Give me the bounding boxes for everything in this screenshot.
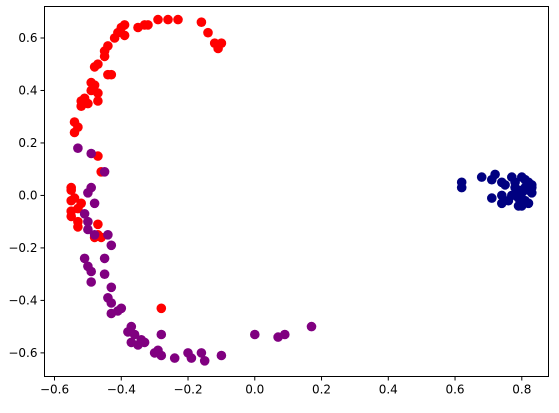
data-point: [66, 195, 76, 206]
data-point: [186, 353, 197, 363]
x-tick-label: 0.2: [312, 383, 331, 397]
data-point: [73, 222, 83, 232]
data-point: [83, 216, 93, 227]
data-point: [86, 148, 96, 159]
y-tick-label: −0.4: [8, 293, 37, 307]
data-point: [89, 230, 100, 240]
series-2: [456, 169, 537, 211]
x-axis: −0.6 −0.4 −0.2 0.0 0.2 0.4 0.6 0.8: [40, 376, 531, 397]
data-point: [106, 298, 117, 308]
y-tick-label: 0.2: [18, 136, 37, 150]
data-point: [456, 182, 467, 193]
data-point: [497, 198, 507, 209]
y-tick-label: 0.6: [18, 31, 37, 45]
y-axis: −0.6 −0.4 −0.2 0.0 0.2 0.4 0.6: [8, 31, 45, 360]
y-tick-label: −0.6: [8, 346, 37, 360]
x-tick-label: −0.6: [40, 383, 69, 397]
data-point: [86, 277, 96, 287]
y-tick-label: 0.0: [18, 188, 37, 202]
data-point: [99, 269, 110, 280]
data-point: [103, 230, 113, 240]
data-point: [250, 329, 260, 340]
y-tick-label: 0.4: [18, 83, 37, 97]
data-point: [93, 88, 103, 98]
data-point: [79, 209, 90, 219]
data-point: [156, 329, 167, 340]
data-point: [106, 69, 117, 80]
data-point: [83, 188, 93, 198]
data-point: [163, 14, 173, 25]
data-point: [69, 127, 80, 138]
data-point: [106, 308, 117, 319]
x-tick-label: 0.6: [445, 383, 464, 397]
data-point: [129, 329, 140, 340]
data-point: [487, 193, 497, 203]
data-point: [517, 201, 527, 211]
data-point: [73, 143, 83, 153]
data-point: [156, 303, 167, 314]
data-point: [199, 356, 210, 366]
data-point: [520, 174, 530, 185]
x-tick-label: 0.4: [379, 383, 398, 397]
data-point: [106, 282, 117, 293]
data-point: [99, 167, 110, 177]
data-point: [133, 340, 143, 350]
data-point: [196, 17, 207, 28]
data-point: [173, 14, 183, 25]
data-point: [93, 96, 103, 106]
data-point: [99, 51, 110, 62]
data-point: [203, 27, 213, 38]
data-point: [139, 20, 150, 30]
data-point: [476, 172, 487, 182]
x-tick-label: 0.8: [512, 383, 531, 397]
data-point: [216, 350, 227, 361]
data-point: [500, 180, 510, 190]
plot-frame: [44, 6, 549, 377]
data-point: [79, 253, 90, 264]
x-tick-label: −0.2: [173, 383, 202, 397]
data-point: [83, 224, 93, 235]
data-point: [497, 190, 507, 201]
data-point: [153, 14, 163, 25]
data-point: [169, 353, 180, 363]
data-point: [99, 253, 110, 264]
data-point: [76, 101, 86, 111]
data-point: [119, 30, 130, 41]
data-point: [510, 182, 520, 193]
data-point: [196, 348, 207, 358]
x-tick-label: −0.4: [107, 383, 136, 397]
data-point: [490, 169, 500, 180]
data-point: [527, 182, 537, 193]
data-point: [66, 211, 76, 222]
series-1: [73, 143, 317, 366]
data-point: [213, 43, 223, 54]
data-point: [89, 62, 100, 72]
data-point: [306, 321, 317, 332]
data-point: [89, 198, 100, 209]
x-tick-label: 0.0: [245, 383, 264, 397]
data-point: [156, 350, 167, 361]
data-point: [109, 33, 120, 43]
data-point: [106, 240, 117, 251]
data-point: [66, 185, 76, 195]
y-tick-label: −0.2: [8, 241, 37, 255]
data-point: [86, 266, 96, 277]
data-point: [280, 329, 290, 340]
points-layer: [66, 14, 537, 366]
data-point: [93, 219, 103, 230]
